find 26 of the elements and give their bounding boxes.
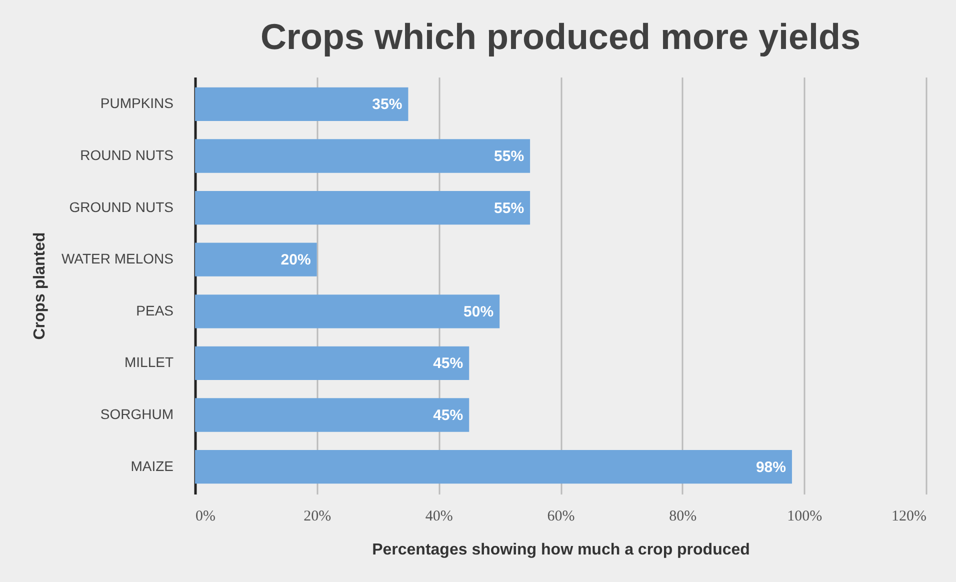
- y-axis-title: Crops planted: [31, 232, 48, 340]
- data-label: 45%: [433, 407, 464, 424]
- data-label: 35%: [372, 96, 402, 114]
- data-label: 20%: [280, 252, 311, 269]
- data-label: 50%: [464, 303, 494, 320]
- x-tick-label: 40%: [425, 508, 453, 524]
- data-label: 55%: [494, 200, 524, 217]
- y-tick-label: ROUND NUTS: [80, 146, 174, 163]
- y-tick-label: PEAS: [136, 302, 174, 318]
- x-tick-label: 80%: [669, 508, 697, 524]
- data-label: 55%: [494, 148, 524, 165]
- x-axis-title: Percentages showing how much a crop produced: [372, 542, 750, 558]
- y-tick-label: PUMPKINS: [100, 95, 174, 112]
- x-tick-label: 20%: [304, 508, 332, 524]
- x-tick-label: 100%: [787, 508, 822, 524]
- x-tick-label: 120%: [892, 508, 926, 524]
- y-tick-label: SORGHUM: [100, 406, 174, 422]
- y-tick-label: GROUND NUTS: [69, 198, 174, 215]
- data-label: 98%: [756, 458, 786, 476]
- y-tick-label: MILLET: [124, 354, 174, 370]
- data-label: 45%: [433, 355, 464, 372]
- y-tick-label: WATER MELONS: [61, 250, 174, 267]
- y-tick-label: MAIZE: [130, 458, 174, 474]
- chart-title: Crops which produced more yields: [260, 16, 861, 57]
- x-tick-label: 0%: [196, 508, 216, 524]
- x-tick-label: 60%: [547, 508, 575, 524]
